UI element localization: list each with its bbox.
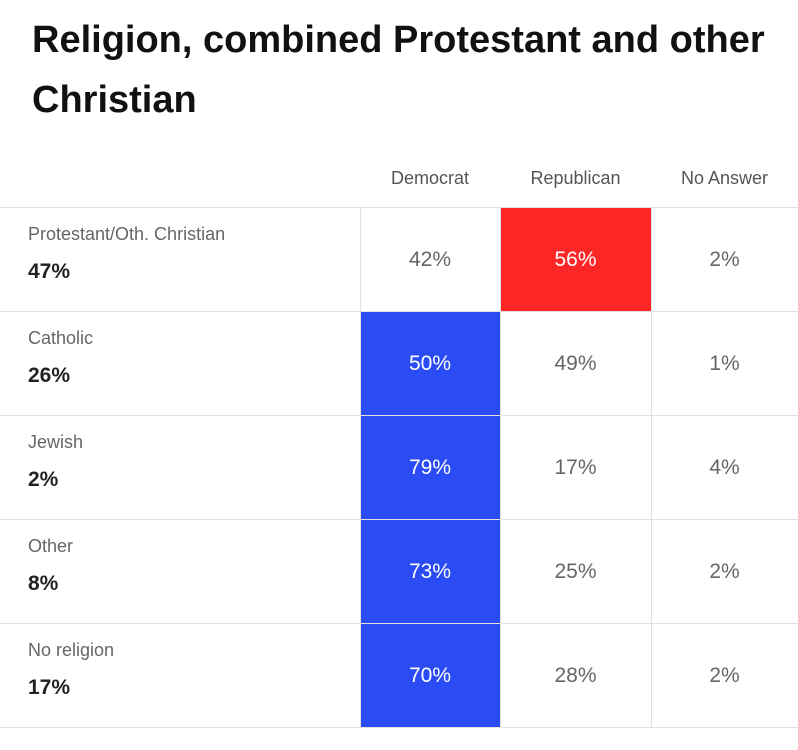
row-share: 47% [28,260,71,283]
column-header: Democrat [390,168,470,188]
value-cell: 42% [408,248,452,271]
row-label: No religion [28,640,115,660]
value-cell: 2% [709,664,740,687]
column-divider [651,208,652,728]
value-cell: 2% [709,560,740,583]
winner-cell: 70% [360,624,500,728]
column-divider [360,208,361,728]
row-divider [0,727,798,728]
value-cell: 2% [709,248,740,271]
row-share: 26% [28,364,71,387]
row-share: 8% [28,572,59,595]
row-label: Catholic [28,328,94,348]
row-divider [0,415,798,416]
row-divider [0,519,798,520]
column-header: No Answer [680,168,769,188]
column-header: Republican [530,168,621,188]
value-cell: 49% [554,352,597,375]
row-label: Jewish [28,432,84,452]
title: Religion, combined Protestant and other … [32,19,765,121]
winner-cell: 50% [360,312,500,416]
row-divider [0,311,798,312]
row-divider [0,207,798,208]
row-share: 17% [28,676,71,699]
value-cell: 28% [554,664,597,687]
row-label: Protestant/Oth. Christian [28,224,226,244]
winner-cell: 79% [360,416,500,520]
row-share: 2% [28,468,59,491]
value-cell: 25% [554,560,597,583]
column-divider [500,208,501,728]
value-cell: 17% [554,456,597,479]
winner-cell: 56% [500,208,651,312]
row-divider [0,623,798,624]
winner-cell: 73% [360,520,500,624]
value-cell: 1% [709,352,740,375]
row-label: Other [28,536,74,556]
value-cell: 4% [709,456,740,479]
